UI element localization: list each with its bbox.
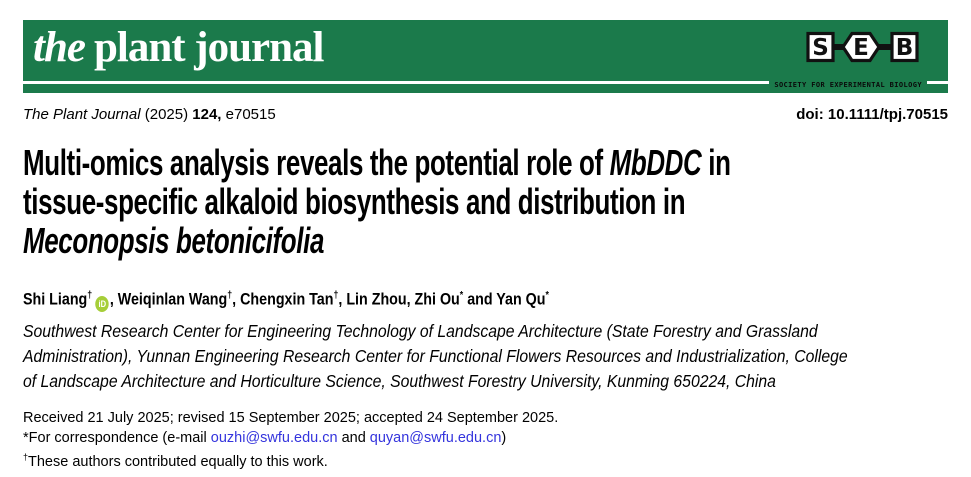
author-name: Chengxin Tan: [240, 289, 334, 309]
author-marker: †: [227, 289, 233, 301]
correspondence-suffix: ): [501, 429, 507, 446]
journal-masthead: the plant journal S E B SOCIETY FOR EXPER…: [23, 20, 948, 93]
affiliation-line-2: Administration), Yunnan Engineering Rese…: [23, 346, 848, 366]
equal-contribution-text: These authors contributed equally to thi…: [28, 453, 328, 470]
seb-letter-e: E: [853, 35, 869, 61]
journal-logo-the: the: [33, 24, 86, 71]
author-separator: ,: [406, 289, 415, 309]
correspondence-line: *For correspondence (e-mail ouzhi@swfu.e…: [23, 429, 558, 449]
author-name: Shi Liang: [23, 289, 88, 309]
correspondence-prefix: *For correspondence (e-mail: [23, 429, 211, 446]
title-species-name: Meconopsis betonicifolia: [23, 220, 325, 261]
author-separator: ,: [109, 289, 118, 309]
citation-journal-name: The Plant Journal: [23, 106, 141, 123]
title-gene-name: MbDDC: [609, 142, 702, 183]
journal-citation: The Plant Journal (2025) 124, e70515: [23, 106, 276, 123]
affiliation-line-1: Southwest Research Center for Engineerin…: [23, 321, 818, 341]
seb-square-s: [806, 31, 835, 63]
author-list: Shi Liang†iD, Weiqinlan Wang†, Chengxin …: [23, 289, 549, 312]
equal-contribution-marker: †: [23, 452, 28, 462]
author-separator: and: [463, 289, 497, 309]
seb-connector-right: [876, 44, 894, 50]
seb-square-b: [890, 31, 919, 63]
correspondence-and: and: [337, 429, 370, 446]
affiliation: Southwest Research Center for Engineerin…: [23, 319, 848, 394]
seb-society-logo: S E B: [806, 31, 919, 63]
seb-connector-left: [831, 44, 847, 50]
doi: doi: 10.1111/tpj.70515: [796, 106, 948, 123]
seb-letter-s: S: [812, 35, 829, 61]
title-line-1: Multi-omics analysis reveals the potenti…: [23, 143, 731, 182]
title-line-1-text: Multi-omics analysis reveals the potenti…: [23, 142, 610, 183]
article-title: Multi-omics analysis reveals the potenti…: [23, 143, 731, 260]
seb-hexagon-e: [841, 31, 881, 63]
author-separator: ,: [338, 289, 347, 309]
author-marker: †: [333, 289, 339, 301]
email-link-quyan[interactable]: quyan@swfu.edu.cn: [369, 429, 502, 446]
received-dates: Received 21 July 2025; revised 15 Septem…: [23, 410, 559, 426]
seb-caption: SOCIETY FOR EXPERIMENTAL BIOLOGY: [769, 80, 927, 90]
citation-article-number: e70515: [221, 106, 276, 123]
author-name: Zhi Ou: [414, 289, 460, 309]
journal-logo: the plant journal: [33, 24, 325, 71]
equal-contribution-note: †These authors contributed equally to th…: [23, 448, 558, 472]
author-marker: *: [459, 289, 464, 301]
orcid-icon[interactable]: iD: [95, 295, 109, 312]
title-line-1-end: in: [701, 142, 731, 183]
footnote-block: Received 21 July 2025; revised 15 Septem…: [23, 409, 558, 472]
citation-volume: 124,: [192, 106, 222, 123]
affiliation-line-3: of Landscape Architecture and Horticultu…: [23, 371, 776, 391]
masthead-rule: [23, 81, 948, 84]
citation-year: (2025): [140, 106, 193, 123]
author-name: Weiqinlan Wang: [117, 289, 228, 309]
author-name: Yan Qu: [496, 289, 546, 309]
seb-letter-b: B: [896, 35, 914, 61]
email-link-ouzhi[interactable]: ouzhi@swfu.edu.cn: [210, 429, 338, 446]
author-marker: *: [545, 289, 549, 301]
author-marker: †: [87, 289, 93, 301]
author-name: Lin Zhou: [346, 289, 407, 309]
author-separator: ,: [232, 289, 241, 309]
journal-logo-rest: plant journal: [93, 24, 325, 71]
title-line-2: tissue-specific alkaloid biosynthesis an…: [23, 181, 686, 222]
